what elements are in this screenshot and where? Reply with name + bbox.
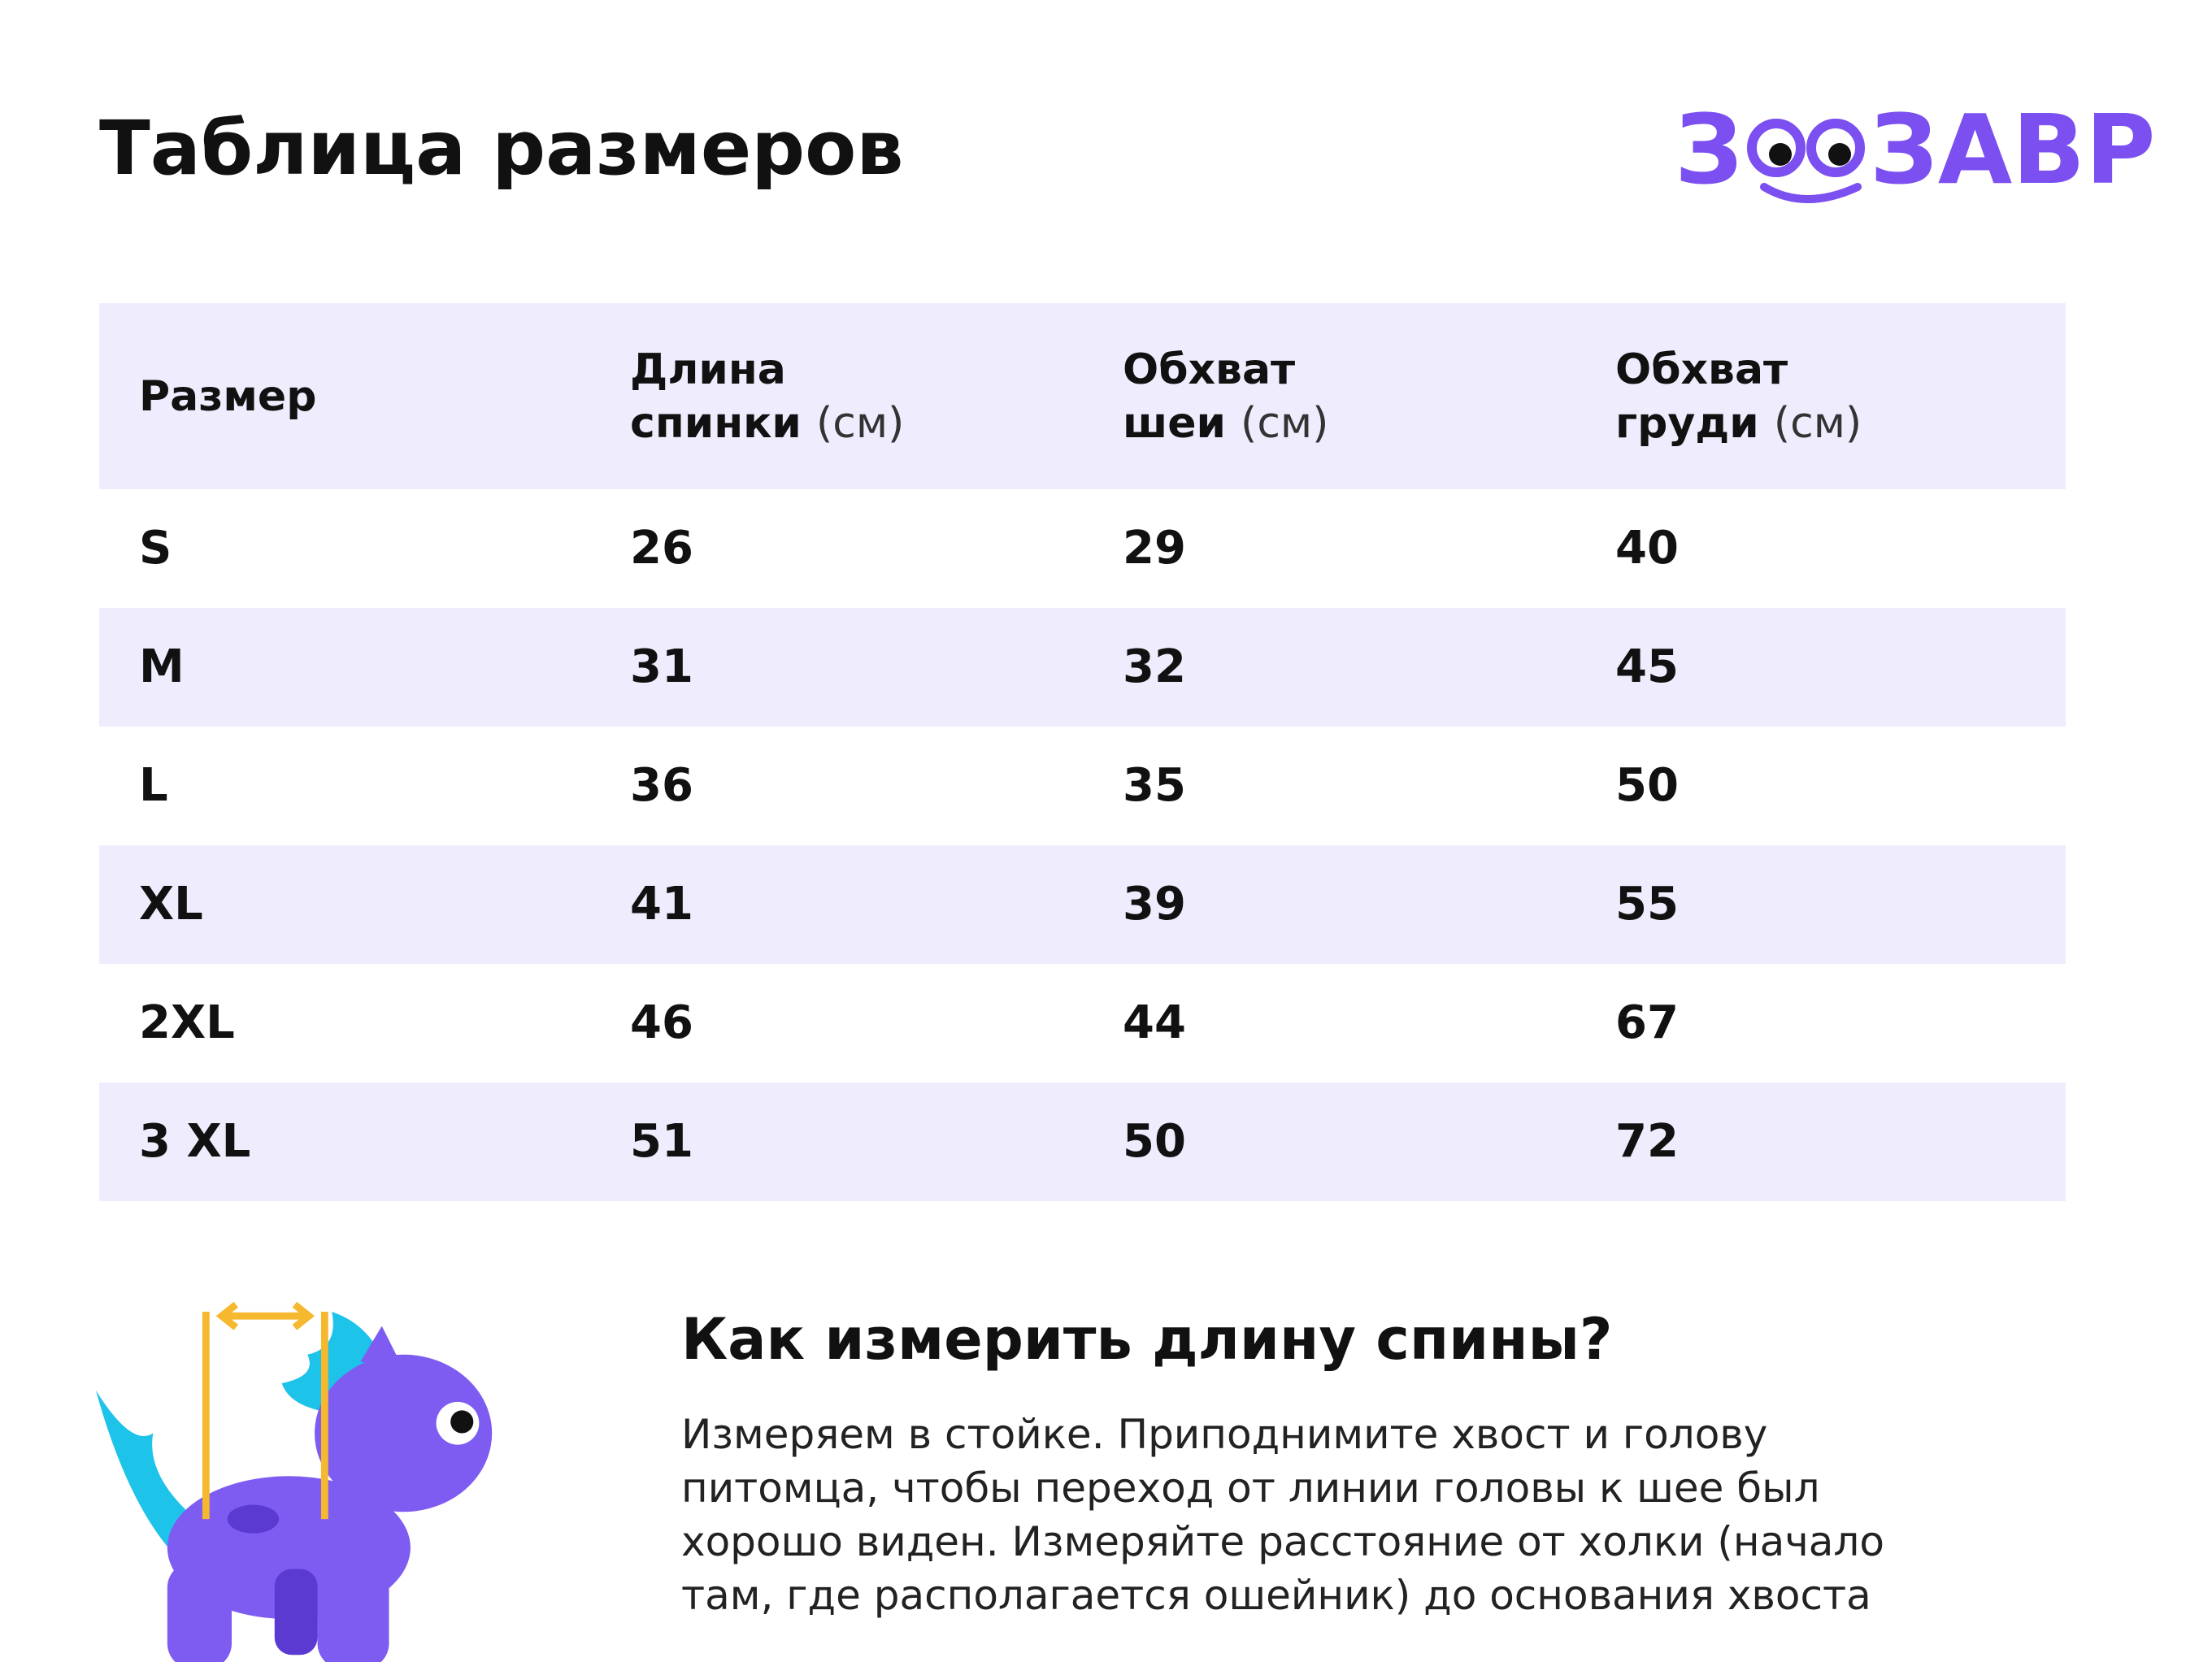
header-line: Обхват [1615, 343, 2071, 397]
dino-leg [167, 1561, 232, 1662]
logo-text: З [1675, 106, 1743, 206]
header-text: Размер [139, 371, 317, 421]
table-cell: 39 [1123, 878, 1186, 931]
table-row: 2XL 46 44 67 [99, 964, 2066, 1083]
header-unit: (см) [815, 398, 905, 448]
table-row: XL 41 39 55 [99, 845, 2066, 964]
table-cell: 51 [630, 1115, 693, 1168]
header-text: груди [1615, 398, 1759, 448]
header-line: груди (см) [1615, 397, 2071, 450]
dino-illustration [95, 1301, 493, 1662]
header-text: Длина [630, 345, 786, 394]
header-unit: (см) [1773, 398, 1862, 448]
dino-spot [227, 1504, 280, 1534]
logo-text: ЗАВР [1870, 106, 2154, 206]
table-cell: S [139, 522, 172, 575]
table-cell: 44 [1123, 996, 1186, 1049]
dino-head [315, 1354, 493, 1512]
header-cell: Длина спинки (см) [630, 303, 1085, 489]
header-text: шеи [1123, 398, 1226, 448]
table-cell: 41 [630, 878, 693, 931]
table-cell: 3 XL [139, 1115, 251, 1168]
table-cell: M [139, 640, 185, 693]
logo-pupil [1828, 143, 1851, 166]
table-header: Размер Длина спинки (см) Обхват шеи (см) Обхв… [99, 303, 2066, 489]
table-cell: 36 [630, 759, 693, 812]
table-cell: 35 [1123, 759, 1186, 812]
tail-spikes [95, 1390, 197, 1569]
table-cell: 40 [1615, 522, 1679, 575]
header-cell: Обхват груди (см) [1615, 303, 2071, 489]
header-line: Длина [630, 343, 1085, 397]
dino-leg [317, 1561, 389, 1662]
table-cell: 31 [630, 640, 693, 693]
table-row: S 26 29 40 [99, 489, 2066, 608]
header-line: шеи (см) [1123, 397, 1578, 450]
table-row: 3 XL 51 50 72 [99, 1083, 2066, 1201]
logo: З ЗАВР [1675, 106, 2154, 206]
header-cell: Размер [139, 303, 594, 489]
table-cell: 46 [630, 996, 693, 1049]
dino-ear [360, 1326, 404, 1369]
table-cell: 67 [1615, 996, 1679, 1049]
table-cell: L [139, 759, 168, 812]
howto-title: Как измерить длину спины? [681, 1306, 1613, 1373]
table-cell: 29 [1123, 522, 1186, 575]
header-unit: (см) [1241, 398, 1329, 448]
header-line: Обхват [1123, 343, 1578, 397]
table-row: M 31 32 45 [99, 608, 2066, 727]
header-text: Обхват [1615, 345, 1788, 394]
table-cell: 72 [1615, 1115, 1679, 1168]
header-text: спинки [630, 398, 802, 448]
table-cell: 32 [1123, 640, 1186, 693]
page-title: Таблица размеров [99, 105, 904, 192]
dino-leg [274, 1569, 318, 1655]
header-line: Размер [139, 370, 594, 423]
table-cell: XL [139, 878, 203, 931]
dino-pupil [450, 1410, 474, 1434]
table-cell: 2XL [139, 996, 235, 1049]
header-text: Обхват [1123, 345, 1296, 394]
table-cell: 50 [1615, 759, 1679, 812]
table-cell: 45 [1615, 640, 1679, 693]
table-cell: 55 [1615, 878, 1679, 931]
logo-pupil [1769, 143, 1792, 166]
measure-arrowheads [215, 1301, 315, 1330]
header-line: спинки (см) [630, 397, 1085, 450]
table-row: L 36 35 50 [99, 727, 2066, 845]
table-cell: 50 [1123, 1115, 1186, 1168]
howto-text: Измеряем в стойке. Приподнимите хвост и … [681, 1411, 1884, 1619]
header-cell: Обхват шеи (см) [1123, 303, 1578, 489]
logo-smile [1760, 183, 1862, 203]
table-cell: 26 [630, 522, 693, 575]
